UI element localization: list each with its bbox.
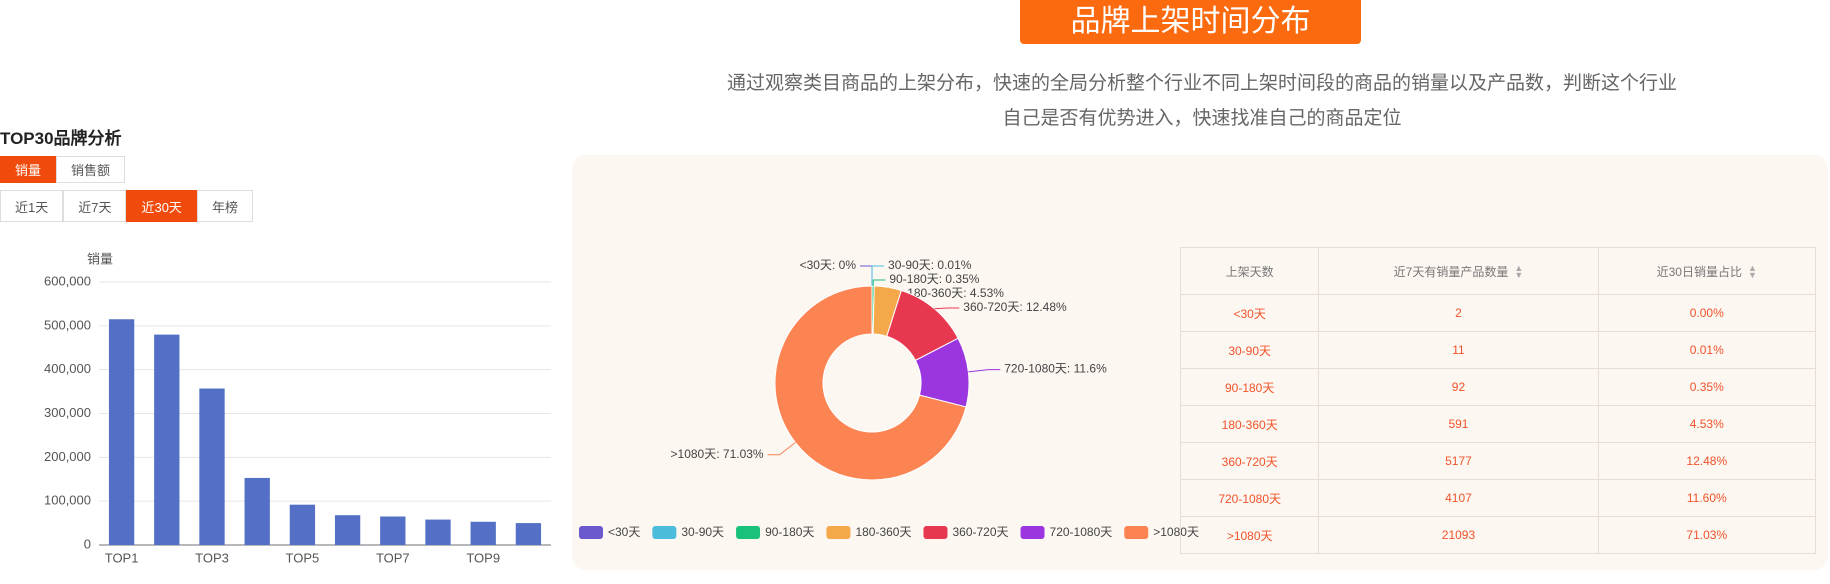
legend-label: <30天	[608, 525, 640, 539]
tab[interactable]: 年榜	[196, 190, 253, 222]
table-row: 90-180天 92 0.35%	[1179, 368, 1817, 406]
table-row: 360-720天 5177 12.48%	[1179, 442, 1817, 480]
legend-swatch	[652, 526, 677, 539]
tab[interactable]: 近1天	[0, 190, 64, 222]
table-cell: 720-1080天	[1179, 479, 1320, 517]
table-cell: 4107	[1318, 479, 1599, 517]
legend-label: 720-1080天	[1050, 525, 1113, 539]
legend-label: 360-720天	[952, 525, 1008, 539]
y-tick-label: 0	[84, 536, 91, 551]
period-tabs: 近1天 近7天 近30天 年榜	[0, 190, 253, 222]
sort-icon[interactable]: ▲ ▼	[1747, 263, 1757, 281]
table-row: 30-90天 11 0.01%	[1179, 331, 1817, 369]
tab[interactable]: 销量	[0, 156, 57, 183]
bar	[108, 319, 135, 545]
bar	[154, 334, 180, 545]
table-cell: 0.00%	[1597, 294, 1817, 332]
leader-line	[887, 287, 904, 295]
tab[interactable]: 近30天	[126, 190, 197, 222]
table-row: 720-1080天 4107 11.60%	[1179, 479, 1817, 517]
legend-swatch	[1124, 526, 1149, 539]
table-cell: 11	[1318, 331, 1599, 369]
bar	[199, 388, 225, 545]
legend-swatch	[736, 526, 761, 539]
data-label: 30-90天: 0.01%	[888, 258, 972, 272]
table-cell: 0.35%	[1597, 368, 1817, 406]
legend-swatch	[923, 526, 948, 539]
y-tick-label: 600,000	[44, 273, 91, 288]
legend-swatch	[1020, 526, 1045, 539]
bar	[289, 504, 316, 545]
y-tick-label: 500,000	[44, 317, 91, 332]
table-cell: 180-360天	[1179, 405, 1320, 443]
table-cell: 591	[1318, 405, 1599, 443]
legend-label: 180-360天	[855, 525, 911, 539]
y-tick-label: 200,000	[44, 449, 91, 464]
column-header: 近7天有销量产品数量 ▲ ▼	[1318, 247, 1599, 295]
x-tick-label: TOP1	[105, 550, 139, 565]
data-label: 720-1080天: 11.6%	[1004, 362, 1107, 376]
table: 上架天数 近7天有销量产品数量 ▲ ▼ 近30日销量占比 ▲ ▼ <30天 2 0.00% 30-9…	[1179, 247, 1817, 554]
y-axis-label: 销量	[87, 251, 113, 266]
bar	[244, 477, 270, 545]
legend-swatch	[826, 526, 851, 539]
bar	[380, 516, 406, 545]
tab[interactable]: 近7天	[63, 190, 127, 222]
metric-tabs: 销量 销售额	[0, 156, 126, 183]
pie-slice	[774, 285, 967, 481]
table-cell: 21093	[1318, 516, 1599, 554]
leader-line	[871, 265, 885, 287]
table-row: 180-360天 591 4.53%	[1179, 405, 1817, 443]
legend-swatch	[579, 526, 603, 539]
y-tick-label: 100,000	[44, 493, 91, 508]
table-cell: 30-90天	[1179, 331, 1320, 369]
x-tick-label: TOP3	[195, 550, 229, 565]
tab[interactable]: 销售额	[56, 156, 126, 183]
table-cell: 2	[1318, 294, 1599, 332]
table-cell: 5177	[1318, 442, 1599, 480]
subtitle: 通过观察类目商品的上架分布，快速的全局分析整个行业不同上架时间段的商品的销量以及…	[726, 73, 1677, 94]
y-tick-label: 400,000	[44, 361, 91, 376]
x-tick-label: TOP5	[286, 550, 320, 565]
table-cell: 11.60%	[1597, 479, 1817, 517]
subtitle: 自己是否有优势进入，快速找准自己的商品定位	[1002, 108, 1402, 129]
x-tick-label: TOP9	[466, 550, 500, 565]
table-cell: >1080天	[1179, 516, 1320, 554]
legend-label: 90-180天	[765, 525, 814, 539]
leader-line	[968, 369, 1001, 373]
legend-label: 30-90天	[681, 525, 724, 539]
table-row: >1080天 21093 71.03%	[1179, 516, 1817, 554]
table-cell: 4.53%	[1597, 405, 1817, 443]
bar	[425, 519, 451, 545]
data-label: <30天: 0%	[800, 258, 857, 272]
y-tick-label: 300,000	[44, 405, 91, 420]
panel-title: TOP30品牌分析	[0, 129, 122, 148]
table-cell: 90-180天	[1179, 368, 1320, 406]
table-cell: 71.03%	[1597, 516, 1817, 554]
data-label: >1080天: 71.03%	[671, 447, 764, 461]
leader-line	[934, 307, 960, 310]
column-header: 近30日销量占比 ▲ ▼	[1597, 247, 1817, 295]
leader-line	[872, 279, 886, 287]
data-label: 180-360天: 4.53%	[907, 286, 1004, 300]
leader-line	[860, 265, 873, 286]
column-header: 上架天数	[1179, 247, 1320, 295]
leader-line	[767, 442, 796, 456]
bar	[515, 523, 542, 545]
table-cell: 360-720天	[1179, 442, 1320, 480]
table-cell: <30天	[1179, 294, 1320, 332]
bar	[470, 521, 496, 545]
table-cell: 92	[1318, 368, 1599, 406]
sort-icon[interactable]: ▲ ▼	[1514, 263, 1524, 281]
x-tick-label: TOP7	[376, 550, 410, 565]
data-label: 360-720天: 12.48%	[963, 300, 1067, 314]
data-label: 90-180天: 0.35%	[889, 272, 979, 286]
bar	[334, 515, 361, 545]
banner-title: 品牌上架时间分布	[1020, 0, 1361, 44]
table-cell: 12.48%	[1597, 442, 1817, 480]
table-cell: 0.01%	[1597, 331, 1817, 369]
table-row: <30天 2 0.00%	[1179, 294, 1817, 332]
